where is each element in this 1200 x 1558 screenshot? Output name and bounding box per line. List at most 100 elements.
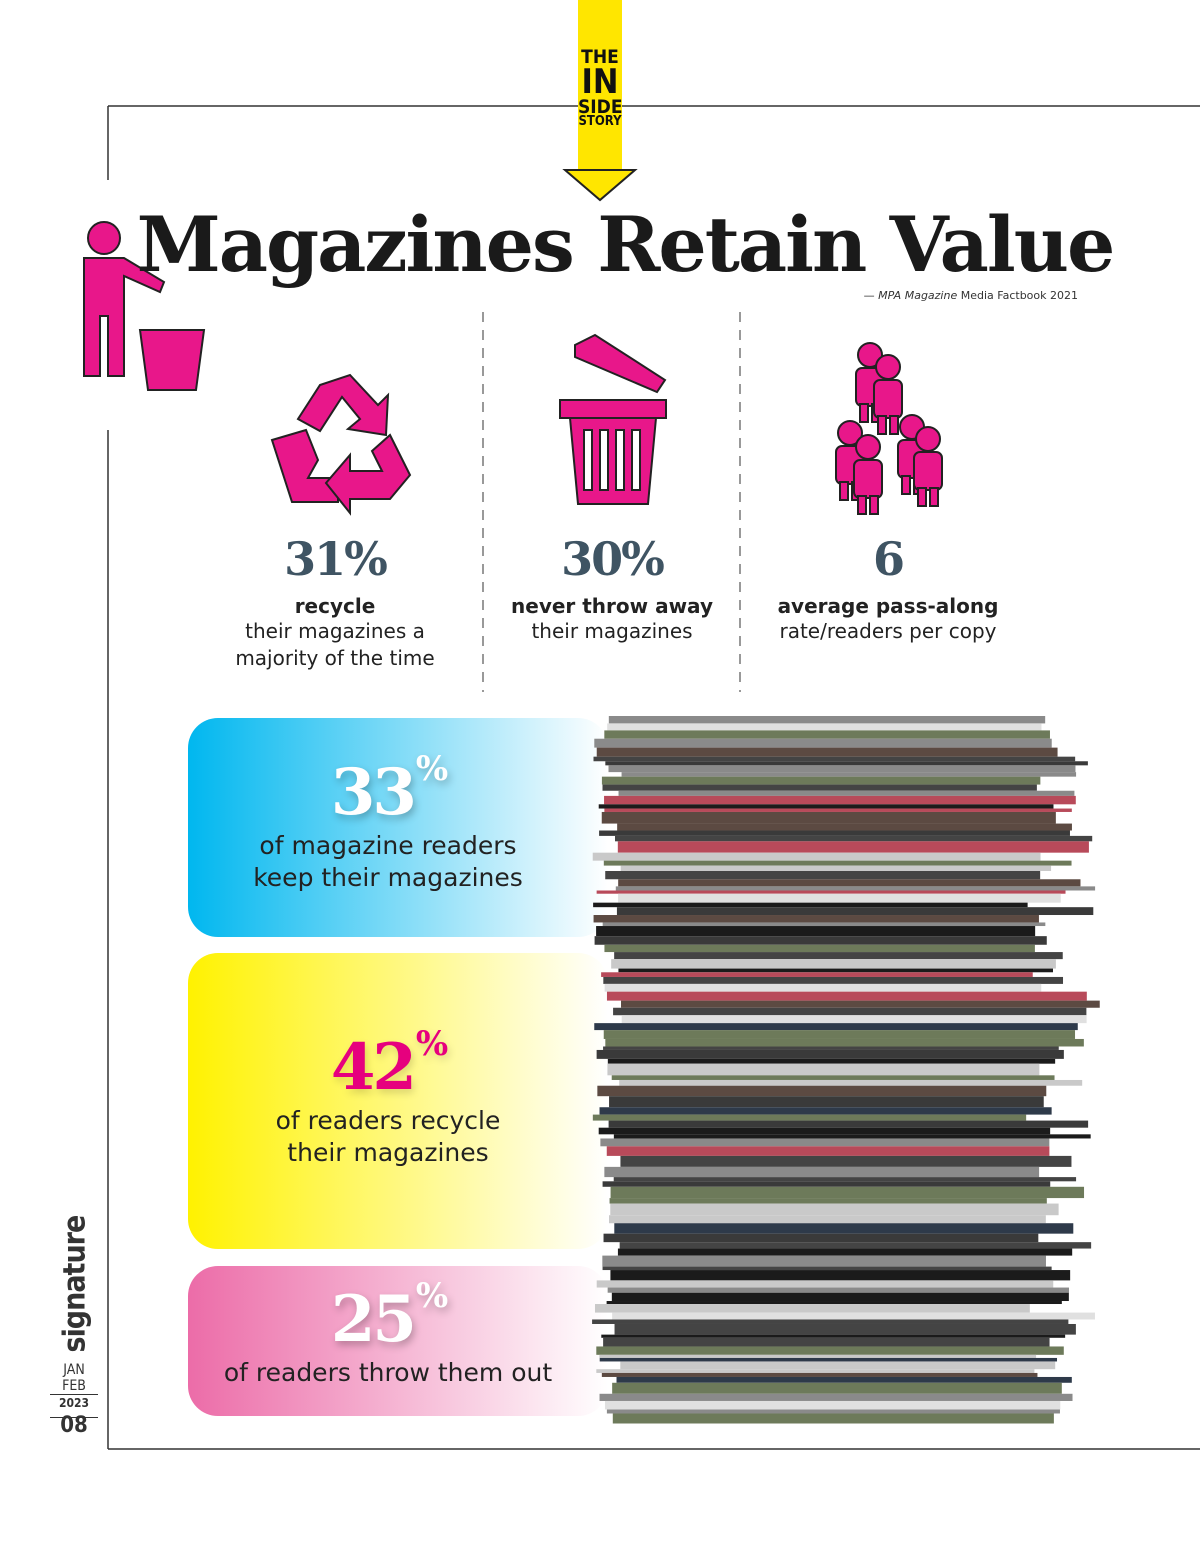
magazine bbox=[602, 1181, 1051, 1187]
magazine bbox=[605, 1038, 1084, 1047]
magazine bbox=[594, 936, 1047, 945]
magazine bbox=[620, 1361, 1056, 1370]
magazine bbox=[603, 1337, 1050, 1347]
magazine bbox=[614, 952, 1063, 960]
magazine bbox=[596, 747, 1058, 757]
stat-label: never throw away bbox=[511, 594, 713, 618]
panel-line: their magazines bbox=[287, 1138, 489, 1167]
stat-label: average pass-along bbox=[777, 594, 999, 618]
magazine bbox=[617, 1248, 1073, 1256]
magazine bbox=[612, 1382, 1062, 1394]
magazine bbox=[599, 1107, 1052, 1115]
source: — MPA Magazine Media Factbook 2021 bbox=[864, 289, 1078, 302]
sidebar-year: 2023 bbox=[58, 1396, 90, 1410]
magazine bbox=[604, 983, 1042, 992]
source-dash: — bbox=[863, 289, 875, 302]
panel-line: of readers recycle bbox=[275, 1106, 501, 1135]
magazine bbox=[596, 926, 1036, 937]
magazine bbox=[602, 1255, 1046, 1267]
sidebar-month: FEB bbox=[50, 1378, 98, 1395]
magazine bbox=[604, 1166, 1040, 1178]
magazine bbox=[596, 1049, 1064, 1059]
magazine bbox=[593, 756, 1076, 762]
stat: 30% never throw away their magazines bbox=[482, 532, 742, 645]
title: Magazines Retain Value bbox=[136, 200, 1116, 289]
magazine bbox=[598, 1127, 1051, 1135]
magazine bbox=[599, 1393, 1073, 1401]
badge: THE IN SIDE STORY bbox=[578, 46, 623, 129]
magazine bbox=[614, 1223, 1074, 1234]
badge-line: THE bbox=[581, 46, 619, 68]
magazine bbox=[599, 1354, 1037, 1358]
magazine bbox=[618, 879, 1081, 887]
panel-number-unit: % bbox=[415, 1275, 448, 1316]
magazine bbox=[599, 1357, 1058, 1362]
panel-number-unit: % bbox=[415, 1023, 448, 1064]
stat-text: rate/readers per copy bbox=[779, 619, 997, 643]
stat-text: their magazines bbox=[531, 619, 693, 643]
magazine bbox=[608, 765, 1076, 773]
sidebar-brand: signature bbox=[57, 1215, 93, 1353]
panel-number-unit: % bbox=[415, 748, 448, 789]
magazine bbox=[607, 1287, 1069, 1293]
magazine bbox=[620, 865, 1052, 871]
magazine bbox=[598, 804, 1054, 809]
magazine bbox=[612, 1413, 1054, 1424]
panel-number-value: 25 bbox=[330, 1282, 417, 1357]
stat-value: 6 bbox=[872, 532, 905, 586]
magazine bbox=[621, 772, 1077, 777]
magazine bbox=[593, 902, 1028, 908]
magazine bbox=[594, 738, 1052, 748]
magazine bbox=[603, 1030, 1076, 1039]
magazine bbox=[604, 808, 1072, 812]
magazine bbox=[601, 776, 1041, 785]
magazine bbox=[618, 968, 1053, 973]
magazine bbox=[607, 1063, 1040, 1076]
magazine bbox=[600, 1138, 1050, 1147]
sidebar-month: JAN bbox=[63, 1362, 85, 1378]
magazine bbox=[606, 1146, 1050, 1156]
magazine bbox=[617, 841, 1089, 853]
magazine bbox=[601, 1334, 1066, 1338]
magazine bbox=[611, 959, 1056, 969]
magazine bbox=[614, 835, 1093, 842]
magazine bbox=[610, 1186, 1085, 1199]
magazine bbox=[608, 1120, 1089, 1128]
magazine bbox=[613, 1134, 1091, 1139]
magazine-stack bbox=[592, 716, 1100, 1424]
badge-line: IN bbox=[581, 62, 619, 103]
stat: 31% recycle their magazines a majority of t… bbox=[205, 532, 465, 672]
magazine bbox=[596, 890, 1066, 894]
magazine bbox=[611, 1075, 1055, 1080]
magazine bbox=[607, 1058, 1056, 1064]
badge-line: SIDE bbox=[578, 96, 623, 119]
magazine bbox=[603, 1233, 1039, 1243]
magazine bbox=[610, 1203, 1059, 1216]
stat-text: majority of the time bbox=[235, 646, 435, 670]
magazine bbox=[601, 972, 1033, 977]
panel-number: 33% bbox=[331, 749, 448, 830]
magazine bbox=[594, 1023, 1078, 1031]
magazine bbox=[618, 893, 1061, 903]
magazine bbox=[609, 1215, 1046, 1224]
magazine bbox=[616, 1376, 1072, 1383]
magazine bbox=[605, 761, 1088, 766]
magazine bbox=[609, 1096, 1044, 1108]
magazine bbox=[615, 886, 1096, 891]
magazine bbox=[612, 1312, 1095, 1320]
magazine bbox=[606, 1409, 1060, 1414]
panel-line: keep their magazines bbox=[253, 863, 523, 892]
magazine bbox=[611, 1292, 1069, 1302]
magazine bbox=[604, 1400, 1061, 1410]
sidebar-page: 08 bbox=[50, 1415, 98, 1437]
magazine bbox=[614, 1323, 1076, 1335]
magazine bbox=[619, 1079, 1083, 1086]
magazine bbox=[601, 811, 1056, 824]
magazine bbox=[592, 1319, 1069, 1324]
magazine bbox=[610, 1270, 1071, 1281]
magazine bbox=[601, 1372, 1038, 1377]
magazine bbox=[593, 915, 1039, 923]
source-rest: Media Factbook 2021 bbox=[960, 289, 1078, 302]
